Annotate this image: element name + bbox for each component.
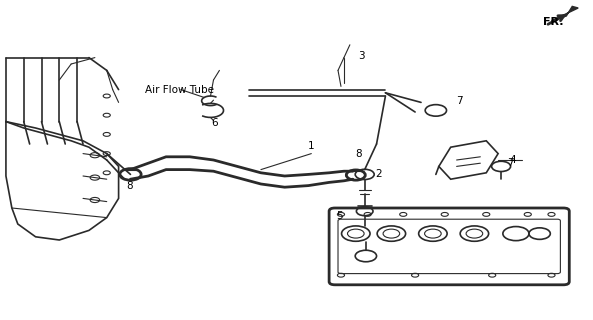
Text: 3: 3 xyxy=(358,51,365,61)
Text: 8: 8 xyxy=(126,180,133,191)
Text: 1: 1 xyxy=(308,140,315,151)
Text: 7: 7 xyxy=(456,96,463,106)
Text: 4: 4 xyxy=(509,155,517,165)
Polygon shape xyxy=(551,6,578,21)
Text: 8: 8 xyxy=(355,148,362,159)
Text: Air Flow Tube: Air Flow Tube xyxy=(145,84,214,95)
Text: 2: 2 xyxy=(375,169,382,180)
Text: 7: 7 xyxy=(506,157,514,168)
Text: 6: 6 xyxy=(211,118,218,128)
Text: FR.: FR. xyxy=(543,17,563,28)
Text: 5: 5 xyxy=(336,211,343,221)
